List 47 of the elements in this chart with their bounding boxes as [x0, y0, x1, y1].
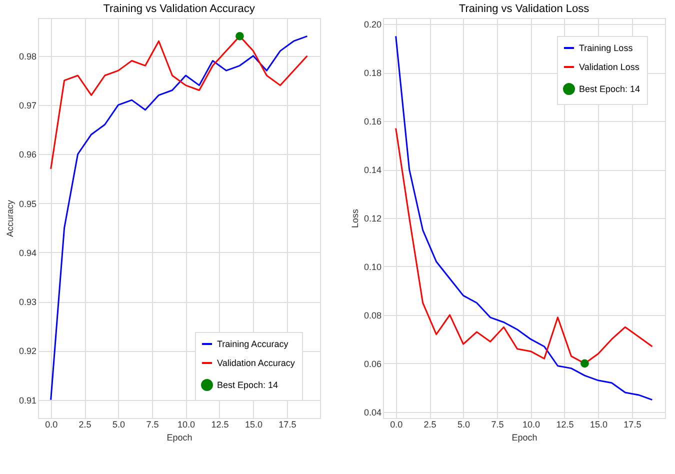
y-tick-label: 0.94: [18, 248, 36, 258]
y-tick-label: 0.98: [18, 51, 36, 62]
legend-label: Validation Accuracy: [217, 358, 296, 368]
x-tick-label: 0.0: [390, 420, 403, 430]
legend-label: Best Epoch: 14: [217, 380, 278, 390]
y-tick-label: 0.16: [364, 116, 382, 127]
x-tick-label: 0.0: [45, 420, 58, 430]
chart-title: Training vs Validation Accuracy: [103, 3, 256, 15]
x-tick-label: 5.0: [112, 420, 126, 430]
line-series: [395, 35, 653, 401]
y-tick-label: 0.92: [18, 346, 36, 356]
x-tick-label: 7.5: [146, 420, 159, 430]
y-tick-label: 0.06: [364, 358, 382, 369]
x-tick-label: 17.5: [278, 420, 296, 430]
y-tick-label: 0.95: [18, 198, 36, 209]
y-tick-label: 0.14: [364, 165, 382, 176]
legend-label: Validation Loss: [579, 62, 640, 72]
line-series: [50, 35, 308, 401]
x-tick-label: 2.5: [78, 420, 92, 430]
x-axis-title: Epoch: [166, 432, 192, 442]
y-tick-label: 0.08: [364, 310, 382, 320]
y-tick-label: 0.18: [364, 68, 382, 78]
legend-label: Best Epoch: 14: [579, 84, 640, 94]
legend-label: Training Loss: [579, 43, 634, 53]
x-tick-label: 2.5: [424, 420, 436, 430]
x-tick-label: 15.0: [590, 420, 608, 430]
y-tick-label: 0.04: [364, 407, 382, 418]
x-axis-title: Epoch: [512, 432, 538, 442]
x-tick-label: 12.5: [211, 420, 229, 430]
chart-title: Training vs Validation Loss: [458, 3, 590, 15]
x-tick-label: 12.5: [556, 420, 574, 430]
y-tick-label: 0.96: [18, 150, 36, 160]
legend-label: Training Accuracy: [217, 339, 289, 349]
y-tick-label: 0.20: [364, 20, 382, 30]
y-tick-label: 0.10: [364, 262, 382, 272]
y-axis-title: Accuracy: [4, 199, 15, 238]
x-tick-label: 7.5: [491, 420, 504, 430]
x-tick-label: 17.5: [624, 420, 642, 430]
y-tick-label: 0.93: [18, 297, 36, 308]
y-tick-label: 0.12: [364, 214, 382, 224]
y-tick-label: 0.91: [18, 395, 36, 406]
x-tick-label: 15.0: [244, 420, 262, 430]
y-tick-label: 0.97: [18, 100, 36, 110]
x-tick-label: 10.0: [177, 420, 196, 430]
y-axis-title: Loss: [350, 208, 360, 228]
x-tick-label: 5.0: [458, 420, 470, 430]
x-tick-label: 10.0: [522, 420, 540, 430]
